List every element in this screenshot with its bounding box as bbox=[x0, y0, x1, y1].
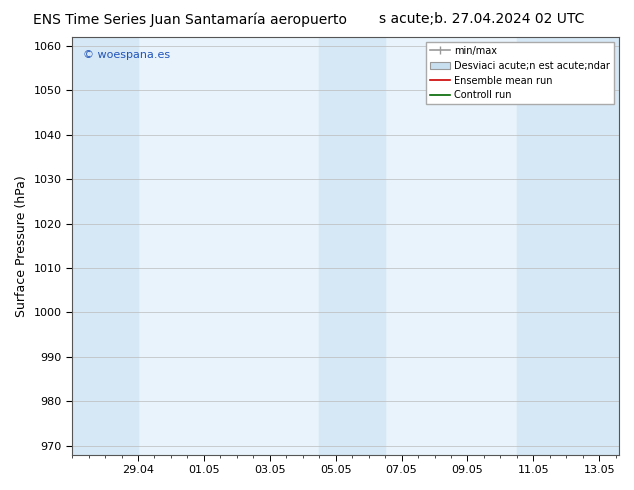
Legend: min/max, Desviaci acute;n est acute;ndar, Ensemble mean run, Controll run: min/max, Desviaci acute;n est acute;ndar… bbox=[426, 42, 614, 104]
Text: ENS Time Series Juan Santamaría aeropuerto: ENS Time Series Juan Santamaría aeropuer… bbox=[33, 12, 347, 27]
Bar bbox=[72, 37, 138, 455]
Bar bbox=[319, 37, 385, 455]
Bar bbox=[517, 37, 619, 455]
Text: s acute;b. 27.04.2024 02 UTC: s acute;b. 27.04.2024 02 UTC bbox=[379, 12, 585, 26]
Text: © woespana.es: © woespana.es bbox=[83, 49, 170, 60]
Y-axis label: Surface Pressure (hPa): Surface Pressure (hPa) bbox=[15, 175, 28, 317]
